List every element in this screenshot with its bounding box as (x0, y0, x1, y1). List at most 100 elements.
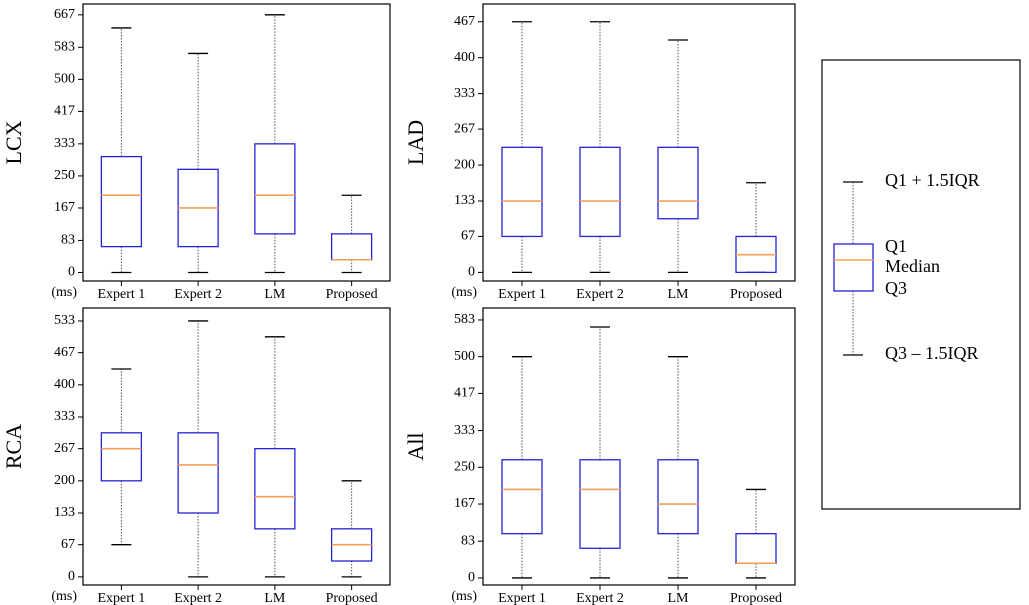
y-axis-title: LCX (1, 120, 26, 164)
box-lm (254, 14, 296, 274)
box-expert-2 (177, 320, 219, 578)
legend-median-label: Median (885, 256, 940, 276)
y-tick-label: 83 (61, 233, 75, 248)
x-tick-label: Proposed (326, 287, 378, 302)
plot-frame (82, 307, 391, 586)
y-tick-label: 267 (54, 441, 75, 456)
iqr-box (177, 432, 219, 514)
y-tick-label: 333 (454, 86, 475, 101)
box-expert-1 (100, 368, 143, 546)
x-tick-label: Expert 1 (498, 591, 546, 605)
box-lm (657, 39, 699, 274)
iqr-box (579, 146, 621, 238)
y-tick-label: 400 (454, 50, 475, 65)
y-tick-label: 417 (54, 104, 75, 119)
x-tick-label: Expert 2 (174, 287, 222, 302)
y-tick-label: 583 (454, 312, 475, 327)
y-unit-label: (ms) (51, 589, 77, 604)
legend-box (833, 243, 874, 292)
y-tick-label: 0 (468, 265, 475, 280)
iqr-box (254, 143, 296, 235)
iqr-box (657, 146, 699, 220)
y-tick-label: 0 (468, 570, 475, 585)
x-tick-label: Expert 1 (97, 591, 145, 605)
plot-frame (482, 307, 796, 586)
y-tick-label: 400 (54, 377, 75, 392)
y-tick-label: 83 (461, 533, 475, 548)
x-tick-label: LM (668, 287, 690, 302)
x-tick-label: Expert 1 (97, 287, 145, 302)
chart-panel-all: 0 83 167 250 333 417 500 583 (ms) All Expert 1 Expe… (403, 307, 796, 605)
legend-upper-label: Q1 + 1.5IQR (885, 170, 980, 190)
y-tick-label: 200 (54, 473, 75, 488)
box-expert-1 (100, 27, 143, 274)
y-tick-label: 133 (54, 505, 75, 520)
y-tick-label: 533 (54, 313, 75, 328)
y-tick-label: 0 (68, 569, 75, 584)
iqr-box (501, 459, 543, 535)
x-tick-label: Expert 2 (174, 591, 222, 605)
chart-panel-rca: 0 67 133 200 267 333 400 467 533 (ms) RCA Expert 1 E… (1, 307, 391, 605)
y-tick-label: 0 (68, 265, 75, 280)
iqr-box (579, 459, 621, 549)
y-tick-label: 467 (454, 14, 475, 29)
legend-q3-label: Q3 (885, 278, 907, 298)
y-tick-label: 500 (54, 72, 75, 87)
y-tick-label: 200 (454, 157, 475, 172)
box-proposed (735, 182, 777, 274)
y-tick-label: 667 (54, 7, 75, 22)
y-tick-label: 333 (54, 409, 75, 424)
x-tick-label: Expert 2 (576, 287, 624, 302)
legend: Q1 + 1.5IQR Q1 Median Q3 Q3 – 1.5IQR (821, 59, 1021, 510)
chart-panel-lcx: 0 83 167 250 333 417 500 583 667 (ms) LCX Expert 1 E… (1, 3, 391, 302)
box-proposed (735, 488, 777, 579)
y-tick-label: 250 (54, 168, 75, 183)
x-tick-label: Expert 2 (576, 591, 624, 605)
y-tick-label: 67 (61, 537, 75, 552)
y-tick-label: 267 (454, 121, 475, 136)
y-tick-label: 583 (54, 39, 75, 54)
iqr-box (330, 233, 373, 261)
y-tick-label: 167 (54, 200, 75, 215)
y-tick-label: 417 (454, 386, 475, 401)
y-tick-label: 250 (454, 460, 475, 475)
iqr-box (100, 432, 143, 482)
plot-frame (82, 3, 391, 282)
box-expert-2 (579, 21, 621, 274)
plot-frame (482, 3, 796, 282)
legend-frame (821, 59, 1021, 510)
x-tick-label: LM (264, 287, 286, 302)
legend-lower-label: Q3 – 1.5IQR (885, 343, 979, 363)
x-tick-label: Proposed (730, 591, 782, 605)
y-axis-title: RCA (1, 424, 26, 469)
box-expert-2 (579, 326, 621, 579)
box-proposed (330, 480, 373, 578)
box-expert-2 (177, 52, 219, 274)
y-tick-label: 333 (54, 136, 75, 151)
x-tick-label: LM (264, 591, 286, 605)
y-axis-title: LAD (403, 120, 428, 165)
legend-q1-label: Q1 (885, 236, 907, 256)
x-tick-label: Expert 1 (498, 287, 546, 302)
y-unit-label: (ms) (51, 285, 77, 300)
y-tick-label: 333 (454, 423, 475, 438)
y-tick-label: 133 (454, 193, 475, 208)
box-lm (254, 336, 296, 578)
chart-panel-lad: 0 67 133 200 267 333 400 467 (ms) LAD Expert 1 Expe… (403, 3, 796, 302)
y-tick-label: 467 (54, 345, 75, 360)
iqr-box (254, 448, 296, 530)
box-expert-1 (501, 356, 543, 579)
y-tick-label: 500 (454, 349, 475, 364)
y-tick-label: 167 (454, 496, 475, 511)
y-axis-title: All (403, 432, 428, 460)
iqr-box (501, 146, 543, 238)
iqr-box (100, 155, 143, 248)
x-tick-label: LM (668, 591, 690, 605)
box-proposed (330, 194, 373, 274)
x-tick-label: Proposed (326, 591, 378, 605)
y-unit-label: (ms) (451, 285, 477, 300)
iqr-box (657, 459, 699, 535)
box-expert-1 (501, 21, 543, 274)
box-lm (657, 356, 699, 579)
